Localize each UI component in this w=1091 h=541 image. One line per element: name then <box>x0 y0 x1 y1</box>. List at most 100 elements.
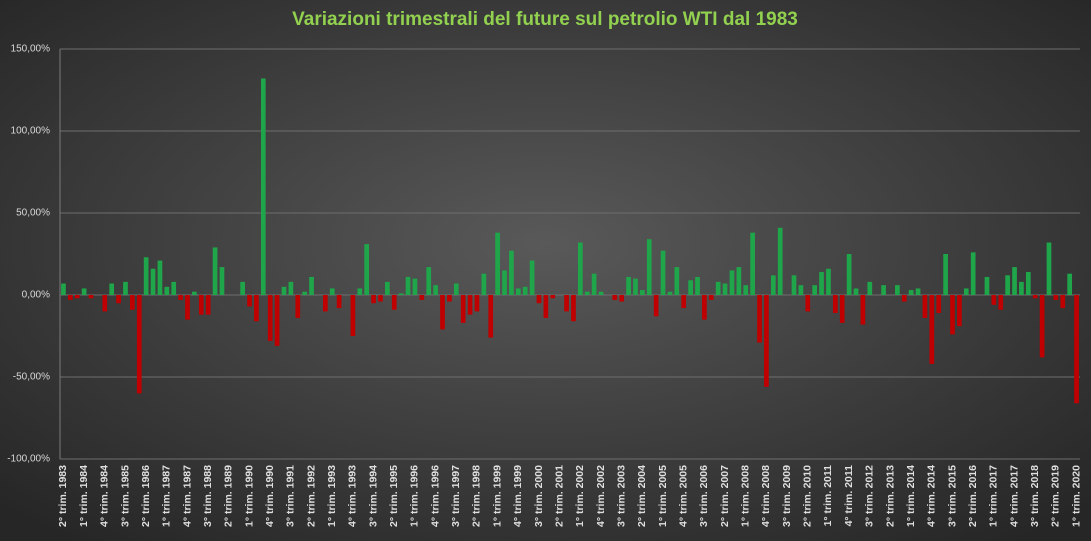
bar <box>481 273 487 295</box>
bar <box>612 295 618 300</box>
bar <box>702 295 707 320</box>
x-tick-label: 3° trim. 1991 <box>285 465 297 527</box>
bar <box>1025 272 1031 295</box>
bar <box>447 295 452 302</box>
bar <box>571 295 576 322</box>
x-tick-label: 2° trim. 2007 <box>719 465 731 527</box>
bar <box>143 257 149 295</box>
bar <box>963 288 969 295</box>
x-tick-label: 2° trim. 2013 <box>884 465 896 527</box>
bar <box>1053 295 1059 300</box>
x-tick-label: 1° trim. 2017 <box>988 465 1000 527</box>
x-tick-label: 3° trim. 2009 <box>781 465 793 527</box>
bar <box>708 295 714 300</box>
x-tick-label: 1° trim. 1984 <box>78 465 90 527</box>
bar <box>185 295 190 320</box>
x-tick-label: 1° trim. 1999 <box>491 465 503 527</box>
bar <box>929 295 935 364</box>
bar <box>839 295 845 323</box>
bar <box>357 288 363 295</box>
bar <box>846 254 852 295</box>
bar <box>729 270 735 295</box>
bar <box>984 276 990 295</box>
bar <box>950 295 955 335</box>
bar <box>309 276 314 295</box>
bar <box>350 295 356 336</box>
bar <box>970 252 976 295</box>
bar <box>205 295 211 315</box>
bar <box>254 295 259 322</box>
bar <box>777 227 783 295</box>
bar <box>812 285 818 295</box>
bar <box>991 295 997 305</box>
bar <box>81 288 87 295</box>
bar <box>860 295 866 325</box>
x-tick-label: 2° trim. 2001 <box>553 465 565 527</box>
x-tick-label: 4° trim. 2005 <box>677 465 689 527</box>
x-tick-label: 4° trim. 1996 <box>429 465 441 527</box>
x-tick-label: 2° trim. 1983 <box>57 465 69 527</box>
bar <box>908 290 914 295</box>
x-tick-label: 1° trim. 1993 <box>326 465 338 527</box>
bar <box>764 295 769 387</box>
x-tick-label: 2° trim. 1986 <box>140 465 152 527</box>
bar <box>791 275 797 295</box>
bar <box>405 276 411 295</box>
bar <box>695 276 700 295</box>
bar <box>901 295 907 302</box>
bar <box>453 283 459 295</box>
bar <box>736 267 742 295</box>
x-tick-label: 4° trim. 1990 <box>264 465 276 527</box>
x-tick-label: 4° trim. 2011 <box>843 465 855 527</box>
bar <box>295 295 301 318</box>
bar <box>1019 281 1024 295</box>
bar <box>1067 273 1073 295</box>
bar <box>1032 295 1038 299</box>
x-tick-label: 3° trim. 2015 <box>946 465 958 527</box>
bar <box>102 295 108 312</box>
x-tick-label: 4° trim. 2002 <box>595 465 607 527</box>
bar <box>915 288 921 295</box>
bar <box>998 295 1004 310</box>
bar <box>667 291 673 295</box>
bar <box>750 232 755 295</box>
bar <box>288 281 294 295</box>
bar <box>1074 295 1079 404</box>
bar <box>329 288 335 295</box>
bar <box>157 260 163 295</box>
bar <box>467 295 473 315</box>
bar <box>212 247 218 295</box>
bar <box>116 295 121 304</box>
bar <box>74 295 80 299</box>
y-tick-label: 0,00% <box>22 290 50 301</box>
x-tick-label: 4° trim. 1987 <box>181 465 193 527</box>
x-tick-label: 1° trim. 2005 <box>657 465 669 527</box>
bar <box>247 295 252 307</box>
bar <box>1060 295 1066 309</box>
x-tick-label: 1° trim. 2008 <box>740 465 752 527</box>
bar <box>529 260 535 295</box>
bar <box>715 281 721 295</box>
bar <box>378 295 383 302</box>
bar <box>440 295 445 330</box>
bar <box>412 278 418 295</box>
x-tick-label: 3° trim. 1985 <box>119 465 131 527</box>
bar <box>681 295 687 309</box>
bar <box>522 286 528 295</box>
x-tick-label: 3° trim. 2003 <box>615 465 627 527</box>
bar <box>219 267 225 295</box>
bar <box>67 295 73 300</box>
bar <box>660 250 666 295</box>
bar <box>109 283 115 295</box>
bar <box>564 295 569 312</box>
bar <box>178 295 183 300</box>
bar <box>943 254 948 295</box>
x-tick-label: 2° trim. 1995 <box>388 465 400 527</box>
bar <box>757 295 762 343</box>
bar <box>543 295 549 318</box>
bar <box>130 295 135 310</box>
bar <box>502 270 507 295</box>
x-tick-label: 4° trim. 1993 <box>347 465 359 527</box>
x-tick-label: 1° trim. 2014 <box>905 465 917 527</box>
